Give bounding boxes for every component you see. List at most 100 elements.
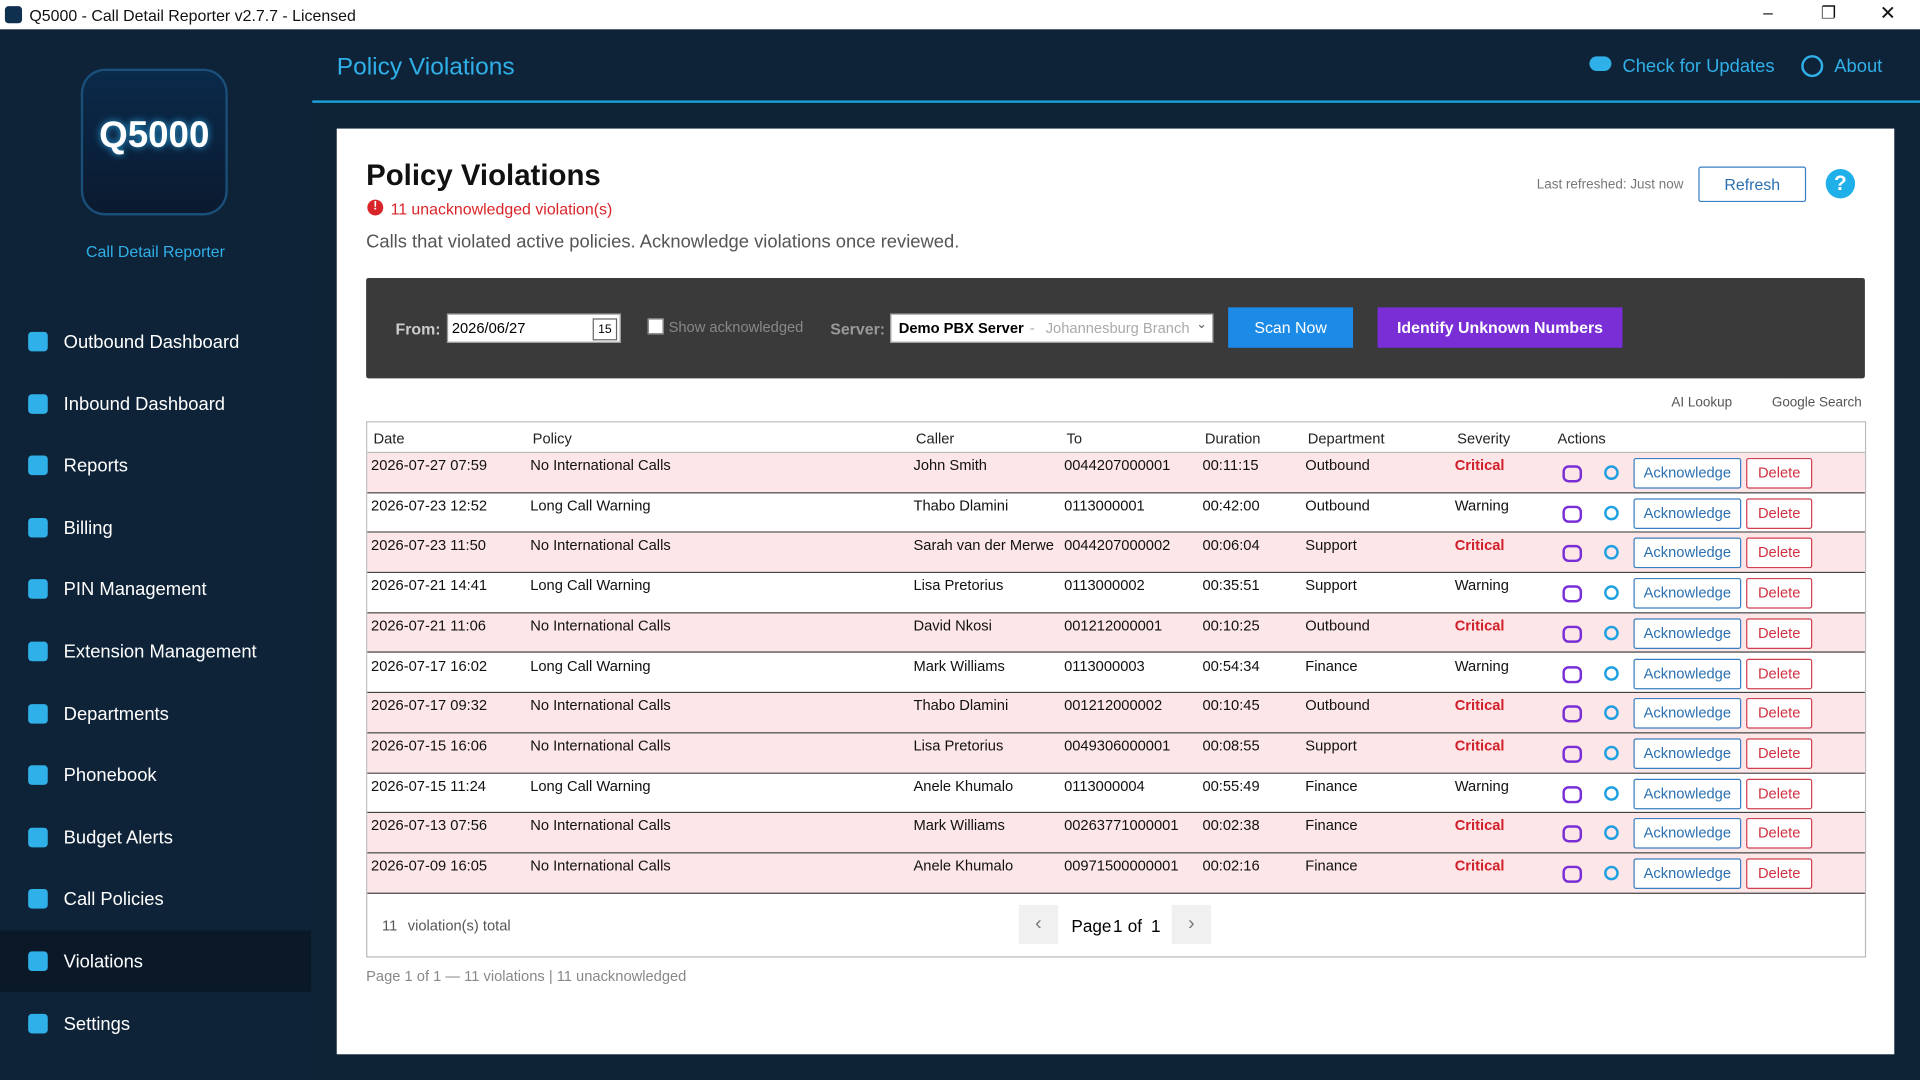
- cell: Mark Williams: [913, 656, 1005, 675]
- nav-icon: [28, 579, 48, 600]
- cell: Outbound: [1305, 616, 1370, 635]
- help-button[interactable]: ?: [1825, 168, 1856, 199]
- nav-item[interactable]: Reports: [63, 455, 128, 477]
- about[interactable]: About: [1834, 56, 1883, 78]
- nav-item[interactable]: Violations: [63, 951, 143, 973]
- ai-lookup-icon[interactable]: [1562, 545, 1583, 563]
- calendar-button[interactable]: 15: [592, 318, 618, 341]
- cell: 00:06:04: [1202, 536, 1260, 554]
- app-icon: [4, 6, 23, 24]
- acknowledge-button[interactable]: Acknowledge: [1633, 738, 1742, 769]
- acknowledge-button[interactable]: Acknowledge: [1633, 818, 1742, 849]
- show-ack-checkbox[interactable]: [647, 318, 664, 335]
- nav-item[interactable]: Extension Management: [63, 641, 257, 663]
- google-icon[interactable]: [1604, 665, 1619, 681]
- close[interactable]: ✕: [1879, 3, 1897, 25]
- ai-lookup-icon[interactable]: [1562, 625, 1583, 643]
- cell: Critical: [1454, 456, 1505, 474]
- ai-lookup-icon[interactable]: [1562, 665, 1583, 683]
- nav-icon: [28, 827, 48, 848]
- page-of: of: [1127, 915, 1143, 936]
- nav-item[interactable]: Departments: [63, 703, 169, 725]
- acknowledge-button[interactable]: Acknowledge: [1633, 698, 1742, 729]
- delete-button[interactable]: Delete: [1746, 497, 1813, 529]
- next-page[interactable]: ›: [1171, 904, 1212, 945]
- header-title: Policy Violations: [336, 53, 515, 81]
- google-icon[interactable]: [1604, 785, 1619, 801]
- google-icon[interactable]: [1604, 465, 1619, 480]
- total-count: 11: [382, 917, 398, 935]
- cell: 00:02:16: [1202, 857, 1260, 875]
- delete-button[interactable]: Delete: [1746, 658, 1813, 689]
- google-icon[interactable]: [1604, 825, 1619, 841]
- cell: No International Calls: [530, 456, 671, 474]
- delete-button[interactable]: Delete: [1746, 538, 1813, 569]
- google-icon[interactable]: [1604, 545, 1619, 561]
- acknowledge-button[interactable]: Acknowledge: [1633, 578, 1742, 609]
- server-select[interactable]: Demo PBX Server - Johannesburg Branch ⌄: [890, 313, 1214, 343]
- delete-button[interactable]: Delete: [1746, 858, 1813, 889]
- ai-lookup-icon[interactable]: [1562, 745, 1583, 763]
- google-icon[interactable]: [1604, 705, 1619, 721]
- nav-item[interactable]: PIN Management: [63, 579, 207, 601]
- acknowledge-button[interactable]: Acknowledge: [1633, 858, 1742, 889]
- prev-page[interactable]: ‹: [1018, 904, 1058, 945]
- summary: Page 1 of 1 — 11 violations | 11 unackno…: [366, 967, 687, 985]
- nav-item[interactable]: Outbound Dashboard: [63, 331, 240, 353]
- cell: John Smith: [913, 456, 987, 474]
- cell: 2026-07-15 11:24: [371, 777, 486, 795]
- header: Policy Violations Check for Updates Abou…: [312, 29, 1920, 103]
- google-icon[interactable]: [1604, 585, 1619, 601]
- app-subtitle: Call Detail Reporter: [86, 242, 225, 261]
- delete-button[interactable]: Delete: [1746, 818, 1813, 849]
- acknowledge-button[interactable]: Acknowledge: [1633, 497, 1742, 529]
- identify-button[interactable]: Identify Unknown Numbers: [1377, 307, 1623, 348]
- nav-item[interactable]: Inbound Dashboard: [63, 393, 226, 415]
- nav-icon: [28, 951, 48, 972]
- acknowledge-button[interactable]: Acknowledge: [1633, 618, 1742, 649]
- delete-button[interactable]: Delete: [1746, 738, 1813, 769]
- nav-active-bg: [0, 930, 312, 992]
- nav-icon: [28, 765, 48, 786]
- google-icon[interactable]: [1604, 745, 1619, 761]
- acknowledge-button[interactable]: Acknowledge: [1633, 457, 1742, 489]
- nav-item[interactable]: Phonebook: [63, 765, 157, 787]
- nav-item[interactable]: Call Policies: [63, 889, 164, 911]
- nav-icon: [28, 331, 48, 352]
- acknowledge-button[interactable]: Acknowledge: [1633, 778, 1742, 809]
- ai-lookup-icon[interactable]: [1562, 505, 1583, 523]
- cell: No International Calls: [530, 536, 671, 554]
- ai-lookup-icon[interactable]: [1562, 465, 1583, 483]
- nav-item[interactable]: Budget Alerts: [63, 827, 173, 849]
- google-icon[interactable]: [1604, 865, 1619, 881]
- from-date[interactable]: 2026/06/27 15: [446, 313, 621, 343]
- ai-lookup-icon[interactable]: [1562, 785, 1583, 803]
- delete-button[interactable]: Delete: [1746, 618, 1813, 649]
- refresh-button[interactable]: Refresh: [1698, 166, 1807, 203]
- ai-lookup-icon[interactable]: [1562, 865, 1583, 883]
- cell: No International Calls: [530, 696, 671, 715]
- from-value: 2026/06/27: [451, 319, 526, 337]
- nav-icon: [28, 455, 48, 476]
- delete-button[interactable]: Delete: [1746, 778, 1813, 809]
- page-number: 1: [1113, 915, 1123, 936]
- check-updates[interactable]: Check for Updates: [1622, 56, 1775, 78]
- nav-item[interactable]: Billing: [63, 517, 113, 539]
- acknowledge-button[interactable]: Acknowledge: [1633, 658, 1742, 689]
- delete-button[interactable]: Delete: [1746, 698, 1813, 729]
- acknowledge-button[interactable]: Acknowledge: [1633, 538, 1742, 569]
- minimize[interactable]: –: [1763, 2, 1773, 23]
- nav-item[interactable]: Settings: [63, 1013, 131, 1035]
- ai-lookup-icon[interactable]: [1562, 585, 1583, 603]
- google-icon[interactable]: [1604, 625, 1619, 641]
- cell: Thabo Dlamini: [913, 496, 1009, 514]
- maximize[interactable]: ❐: [1820, 2, 1837, 23]
- cell: 2026-07-21 11:06: [371, 616, 486, 635]
- scan-button[interactable]: Scan Now: [1228, 307, 1354, 348]
- delete-button[interactable]: Delete: [1746, 457, 1813, 489]
- google-icon[interactable]: [1604, 505, 1619, 521]
- delete-button[interactable]: Delete: [1746, 578, 1813, 609]
- ai-lookup-icon[interactable]: [1562, 825, 1583, 843]
- server-sep: -: [1029, 319, 1035, 337]
- ai-lookup-icon[interactable]: [1562, 705, 1583, 723]
